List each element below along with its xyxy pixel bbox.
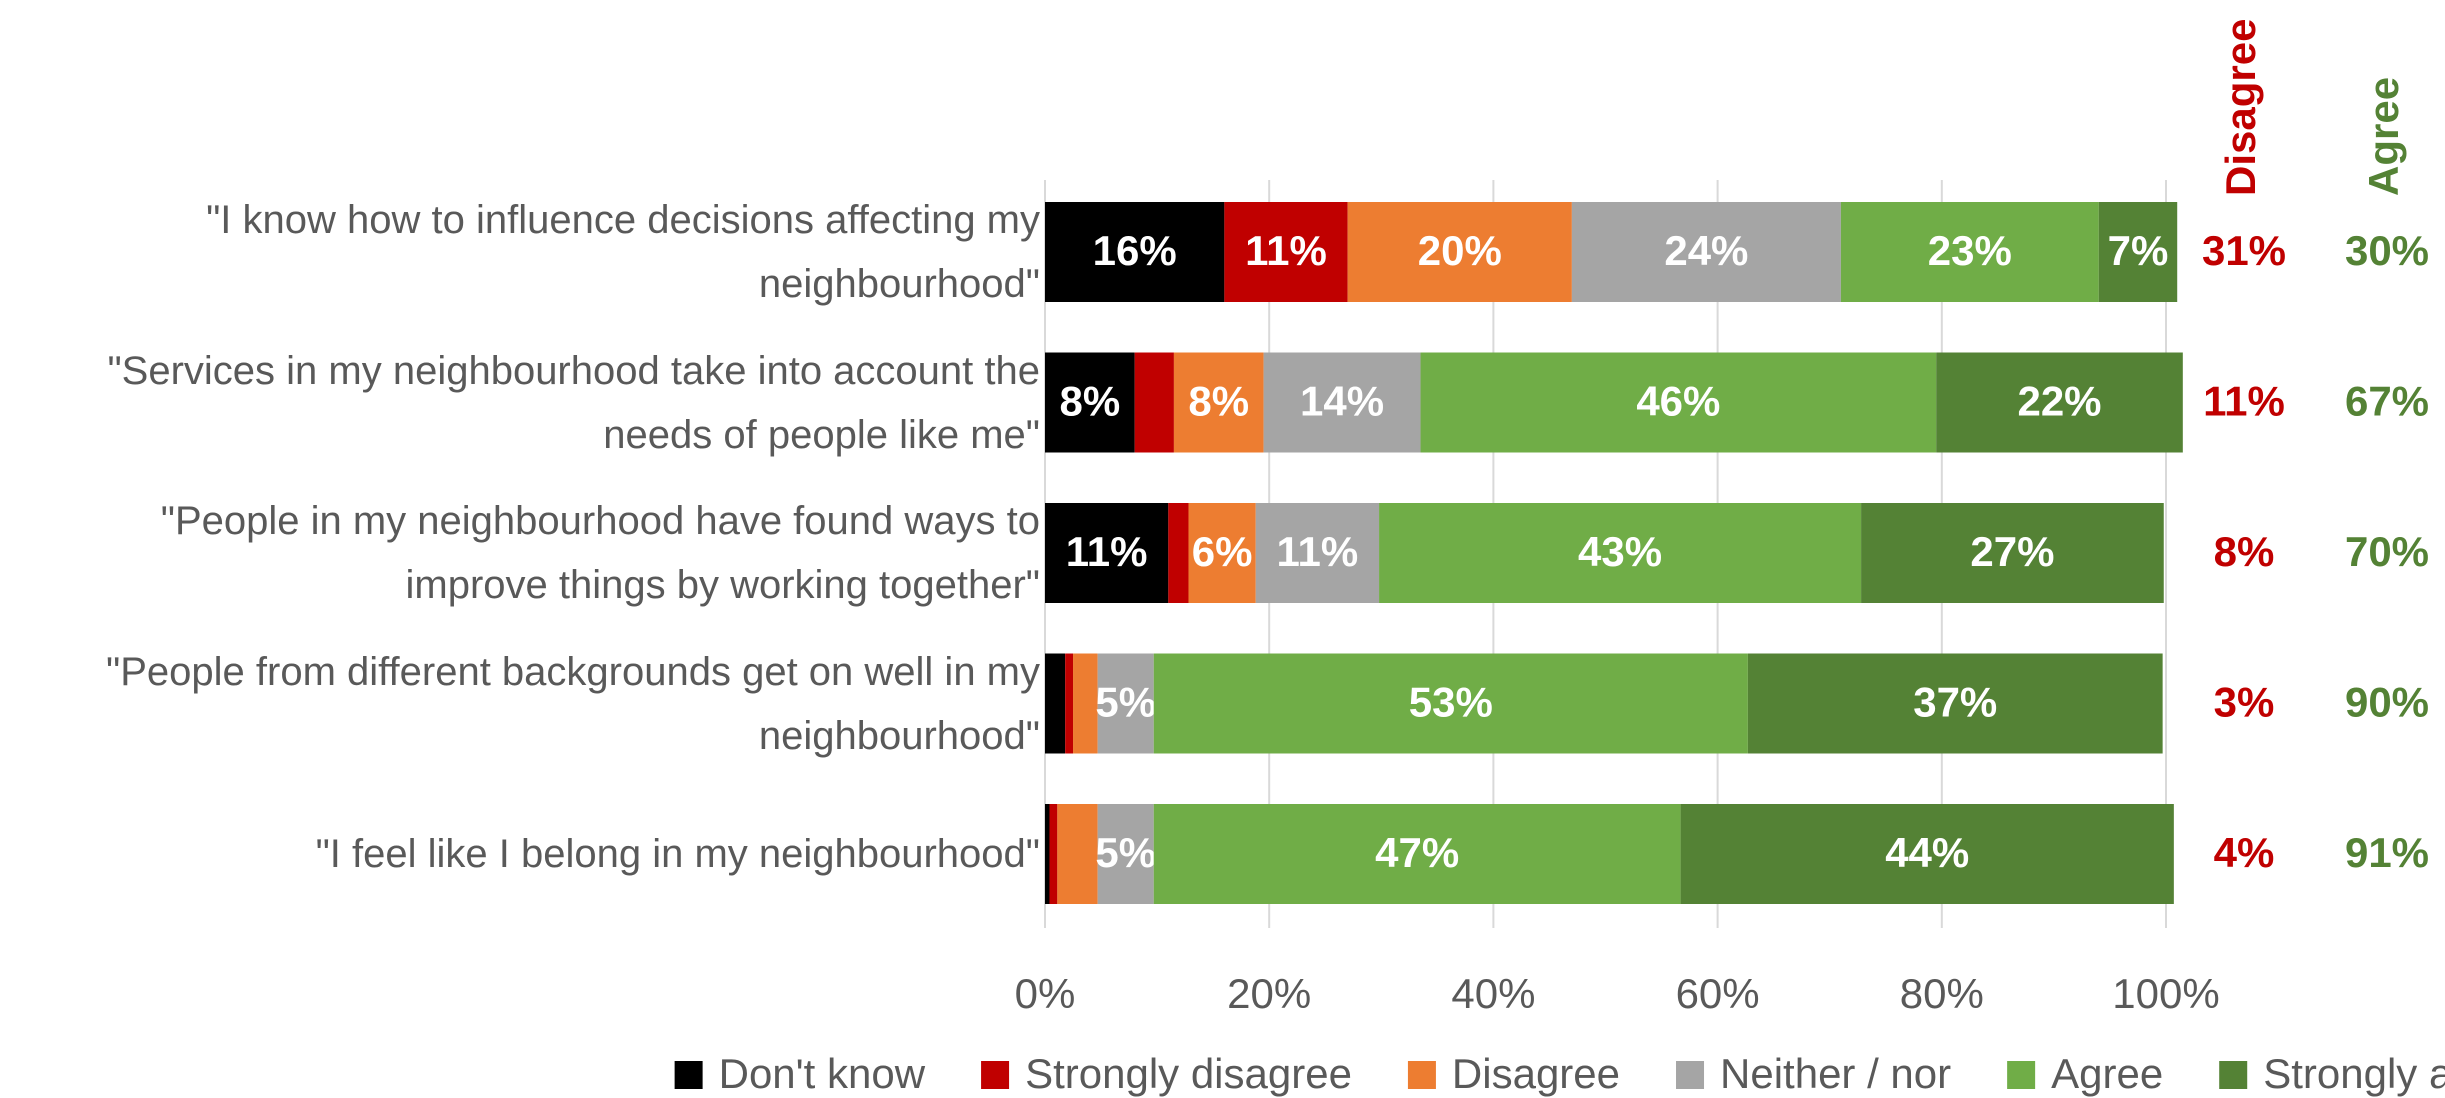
legend-label: Strongly agree — [2263, 1050, 2445, 1097]
legend-swatch — [981, 1061, 1010, 1089]
bar-segment — [1097, 653, 1154, 754]
total-label: 70% — [2345, 528, 2429, 575]
legend: Don't know Strongly disagree Disagree Neith… — [674, 1050, 2445, 1097]
category-label: "I know how to influence decisions affec… — [206, 198, 1040, 306]
total-label: 31% — [2202, 227, 2286, 274]
data-label: 5% — [1095, 829, 1156, 876]
data-label: 24% — [1664, 227, 1748, 274]
bar-segment — [1045, 202, 1225, 302]
x-tick-label: 20% — [1227, 970, 1311, 1017]
bar-segment — [1263, 352, 1421, 453]
bar-segment — [1097, 804, 1154, 904]
total-header: Disagree — [2217, 19, 2264, 196]
data-label: 11% — [1277, 528, 1359, 575]
total-label: 90% — [2345, 679, 2429, 726]
total-label: 67% — [2345, 378, 2429, 425]
legend-label: Strongly disagree — [1025, 1050, 1352, 1097]
x-tick-label: 80% — [1900, 970, 1984, 1017]
data-label: 8% — [1059, 378, 1120, 425]
legend-swatch — [2007, 1061, 2036, 1089]
bar-segment — [2098, 202, 2178, 302]
data-label: 11% — [1066, 528, 1148, 575]
bar-segment — [1347, 202, 1572, 302]
data-label: 11% — [1245, 227, 1327, 274]
data-label: 44% — [1885, 829, 1969, 876]
data-label: 43% — [1578, 528, 1662, 575]
data-label: 53% — [1409, 679, 1493, 726]
category-label: "People in my neighbourhood have found w… — [160, 499, 1040, 607]
data-label: 23% — [1928, 227, 2012, 274]
bar-segment — [1255, 503, 1380, 603]
bar-segment — [1049, 804, 1058, 904]
bar-segment — [1045, 804, 1050, 904]
bar-segment — [1571, 202, 1841, 302]
bar-segment — [1168, 503, 1189, 603]
bar-segment — [1173, 352, 1264, 453]
bar-segment — [1134, 352, 1174, 453]
legend-swatch — [1407, 1061, 1436, 1089]
total-label: 8% — [2214, 528, 2275, 575]
bar-segment — [1153, 804, 1681, 904]
total-label: 30% — [2345, 227, 2429, 274]
x-tick-label: 100% — [2112, 970, 2219, 1017]
legend-swatch — [1676, 1061, 1705, 1089]
legend-swatch — [674, 1061, 703, 1089]
bar-segment — [1045, 503, 1169, 603]
data-label: 16% — [1093, 227, 1177, 274]
bar-segment — [1073, 653, 1098, 754]
legend-label: Neither / nor — [1720, 1050, 1951, 1097]
data-label: 27% — [1970, 528, 2054, 575]
bar-segment — [1065, 653, 1074, 754]
legend-label: Disagree — [1452, 1050, 1620, 1097]
data-label: 20% — [1418, 227, 1502, 274]
total-label: 91% — [2345, 829, 2429, 876]
data-label: 7% — [2108, 227, 2169, 274]
data-label: 22% — [2017, 378, 2101, 425]
bar-segment — [1045, 653, 1066, 754]
data-label: 47% — [1375, 829, 1459, 876]
total-label: 3% — [2214, 679, 2275, 726]
x-tick-label: 0% — [1015, 970, 1076, 1017]
total-label: 11% — [2203, 378, 2285, 425]
legend-swatch — [2219, 1061, 2248, 1089]
category-label: "Services in my neighbourhood take into … — [107, 348, 1040, 457]
bar-segment — [1057, 804, 1098, 904]
total-label: 4% — [2214, 829, 2275, 876]
x-tick-label: 60% — [1676, 970, 1760, 1017]
legend-label: Agree — [2051, 1050, 2163, 1097]
bar-segment — [1861, 503, 2164, 603]
bar-segment — [1379, 503, 1862, 603]
category-label: "I feel like I belong in my neighbourhoo… — [315, 832, 1040, 876]
x-tick-label: 40% — [1451, 970, 1535, 1017]
bar-segment — [1420, 352, 1937, 453]
bar-segment — [1840, 202, 2099, 302]
legend-label: Don't know — [719, 1050, 926, 1097]
data-label: 14% — [1300, 378, 1384, 425]
data-label: 6% — [1192, 528, 1253, 575]
bar-segment — [1224, 202, 1348, 302]
bar-segment — [1153, 653, 1748, 754]
category-label: "People from different backgrounds get o… — [106, 649, 1040, 758]
bar-segment — [1747, 653, 2163, 754]
data-label: 5% — [1095, 679, 1156, 726]
bar-segment — [1045, 352, 1135, 453]
data-label: 8% — [1188, 378, 1249, 425]
bar-segment — [1680, 804, 2174, 904]
bar-segment — [1936, 352, 2183, 453]
bar-segment — [1188, 503, 1256, 603]
data-label: 37% — [1913, 679, 1997, 726]
total-header: Agree — [2360, 77, 2407, 196]
data-label: 46% — [1636, 378, 1720, 425]
